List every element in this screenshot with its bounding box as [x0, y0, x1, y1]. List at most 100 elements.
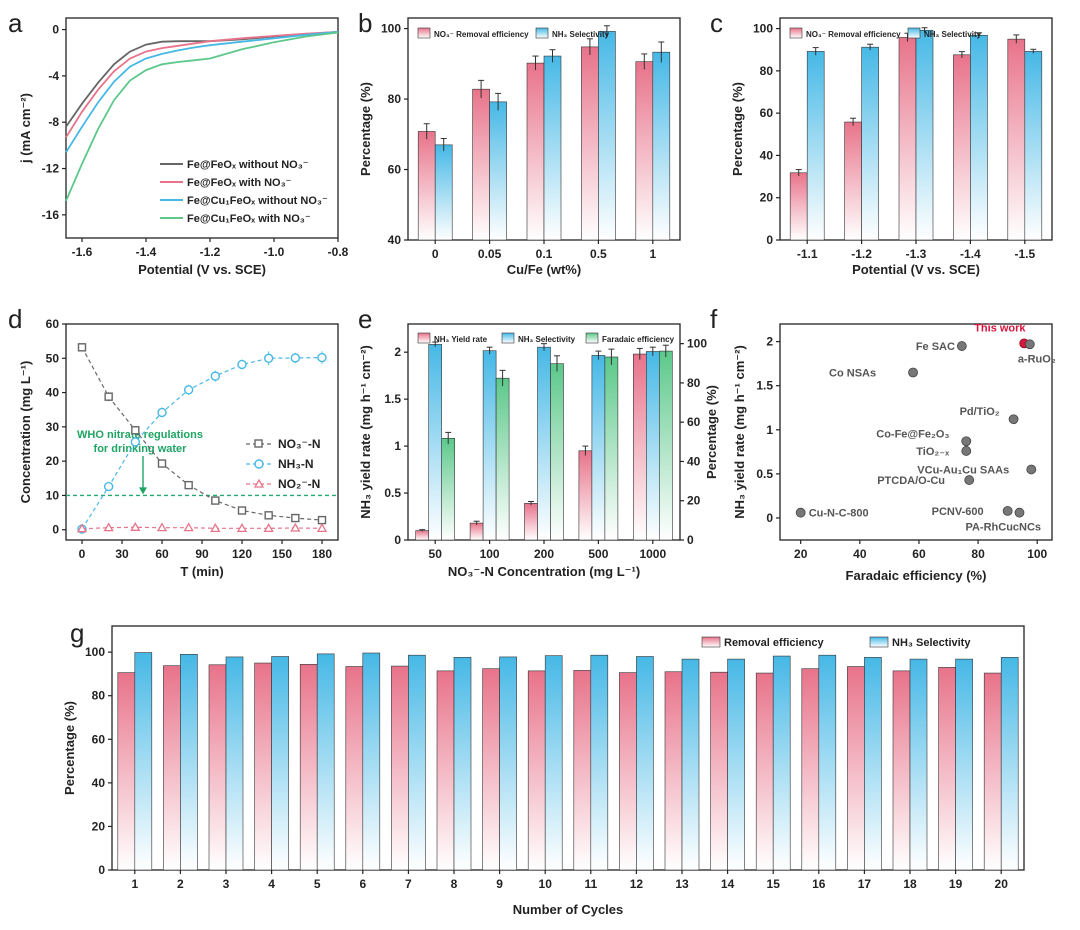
chart-a-y-tick-label: -4 — [48, 69, 59, 83]
chart-f-point-label: Pd/TiO₂ — [960, 406, 1000, 418]
chart-g-bar — [938, 667, 956, 871]
chart-g-bar — [408, 654, 426, 871]
chart-a-frame — [65, 17, 339, 239]
chart-e-category-label: 100 — [480, 547, 500, 561]
chart-c-bar — [898, 37, 917, 241]
chart-d-series-line — [81, 347, 323, 521]
chart-f-point-label: PA-RhCucNCs — [965, 522, 1041, 534]
chart-g-xlabel: Number of Cycles — [513, 902, 624, 917]
chart-e-bar — [591, 355, 606, 541]
chart-g-category-label: 7 — [405, 877, 412, 891]
chart-c-bar — [915, 29, 934, 241]
chart-c-y-tick-label: 80 — [760, 64, 774, 78]
chart-g-category-label: 9 — [496, 877, 503, 891]
chart-f-point-label: VCu-Au₁Cu SAAs — [917, 464, 1009, 476]
chart-g-category-label: 20 — [995, 877, 1009, 891]
chart-a-legend-label: Fe@Cu₁FeOₓ without NO₃⁻ — [187, 195, 328, 207]
chart-d-y-tick-label: 10 — [46, 488, 60, 502]
chart-e-legend-label: NH₃ Selectivity — [518, 335, 576, 344]
chart-d-y-tick-label: 50 — [46, 351, 60, 365]
chart-g-legend-swatch — [869, 636, 889, 648]
chart-d-y-tick-label: 20 — [46, 454, 60, 468]
chart-f-point-label: Co NSAs — [829, 367, 876, 379]
chart-g-y-tick-label: 20 — [92, 819, 106, 833]
chart-e-bar — [415, 530, 430, 541]
chart-b-bar — [635, 61, 654, 241]
chart-g-bar — [254, 662, 272, 871]
chart-g-bar — [983, 672, 1002, 871]
chart-g-bar — [755, 672, 774, 871]
chart-b-bar — [489, 101, 507, 241]
chart-g-bar — [134, 652, 153, 871]
chart-d-point — [130, 437, 141, 447]
chart-c-ylabel: Percentage (%) — [730, 82, 745, 176]
chart-f-xtick-label: 60 — [912, 547, 926, 561]
chart-g-category-label: 18 — [903, 877, 917, 891]
chart-c-bar — [953, 54, 971, 241]
panel-label-f: f — [710, 304, 718, 334]
chart-g-bar — [436, 670, 455, 871]
chart-g-y-tick-label: 80 — [92, 689, 106, 703]
chart-e-legend-label: NH₃ Yield rate — [434, 335, 488, 344]
chart-d-point — [157, 459, 167, 468]
chart-d-point — [76, 523, 88, 533]
chart-b-category-label: 0.5 — [590, 247, 607, 261]
chart-g-legend-label: NH₃ Selectivity — [892, 637, 971, 649]
chart-g-bar — [864, 657, 882, 871]
chart-g-bar — [163, 665, 181, 871]
chart-g-frame — [111, 625, 1025, 871]
chart-e-ylabel-right: Percentage (%) — [704, 385, 719, 479]
chart-f-point-label: PCNV-600 — [932, 506, 984, 518]
chart-f-y-tick-label: 1.5 — [756, 379, 773, 393]
chart-e-legend-swatch — [585, 332, 599, 344]
panel-label-e: e — [358, 304, 372, 334]
chart-b-legend-swatch — [417, 27, 431, 39]
panel-label-b: b — [358, 8, 372, 38]
chart-e-bar — [658, 350, 673, 541]
chart-f-point-label: Cu-N-C-800 — [809, 508, 869, 520]
chart-g-bar — [391, 665, 409, 871]
chart-d-point — [103, 522, 114, 532]
chart-e-yright-tick-label: 40 — [687, 454, 701, 468]
chart-g-bar — [527, 670, 546, 871]
chart-d-annotation-line1: WHO nitrate regulations — [77, 429, 203, 441]
chart-g-y-tick-label: 60 — [92, 732, 106, 746]
chart-g-bar — [544, 655, 563, 871]
chart-c-y-tick-label: 60 — [760, 106, 774, 120]
chart-c-bar — [806, 51, 825, 241]
chart-f-point — [908, 367, 918, 378]
chart-a-legend-label: Fe@FeOₓ with NO₃⁻ — [187, 177, 292, 189]
chart-d-legend-label: NH₃-N — [278, 457, 314, 471]
chart-c-bar — [789, 172, 808, 241]
chart-g-bar — [710, 671, 728, 871]
chart-d-point — [103, 481, 114, 492]
chart-a-y-tick-label: 0 — [52, 23, 59, 37]
chart-d-point — [131, 426, 140, 435]
chart-b-category-label: 1 — [649, 247, 656, 261]
chart-g-bar — [573, 670, 592, 871]
chart-c-legend-swatch — [907, 27, 921, 39]
chart-g-category-label: 8 — [451, 877, 458, 891]
chart-c-y-tick-label: 20 — [760, 191, 774, 205]
chart-g-category-label: 4 — [268, 877, 275, 891]
chart-g-bar — [453, 657, 472, 871]
chart-g-category-label: 13 — [675, 877, 689, 891]
chart-f-point-label: a-RuO₂ — [1018, 353, 1056, 365]
chart-c-bar — [970, 35, 988, 241]
chart-e-yright-tick-label: 20 — [687, 494, 701, 508]
chart-g-y-tick-label: 100 — [85, 645, 105, 659]
chart-b-category-label: 0 — [432, 247, 439, 261]
chart-f-y-tick-label: 1 — [766, 423, 773, 437]
chart-d-point — [263, 353, 274, 363]
chart-e-bar — [524, 503, 538, 541]
chart-c-legend-label: NO₃⁻ Removal efficiency — [806, 30, 901, 39]
chart-c-xlabel: Potential (V vs. SCE) — [852, 262, 980, 277]
chart-g-category-label: 11 — [584, 877, 597, 891]
chart-b-bar — [417, 131, 436, 241]
chart-g-bar — [847, 666, 865, 871]
chart-c-category-label: -1.2 — [851, 247, 872, 261]
chart-f-y-tick-label: 2 — [766, 335, 773, 349]
panel-label-a: a — [8, 8, 23, 38]
chart-e-legend-swatch — [501, 332, 515, 344]
chart-d-legend-marker — [253, 478, 265, 488]
